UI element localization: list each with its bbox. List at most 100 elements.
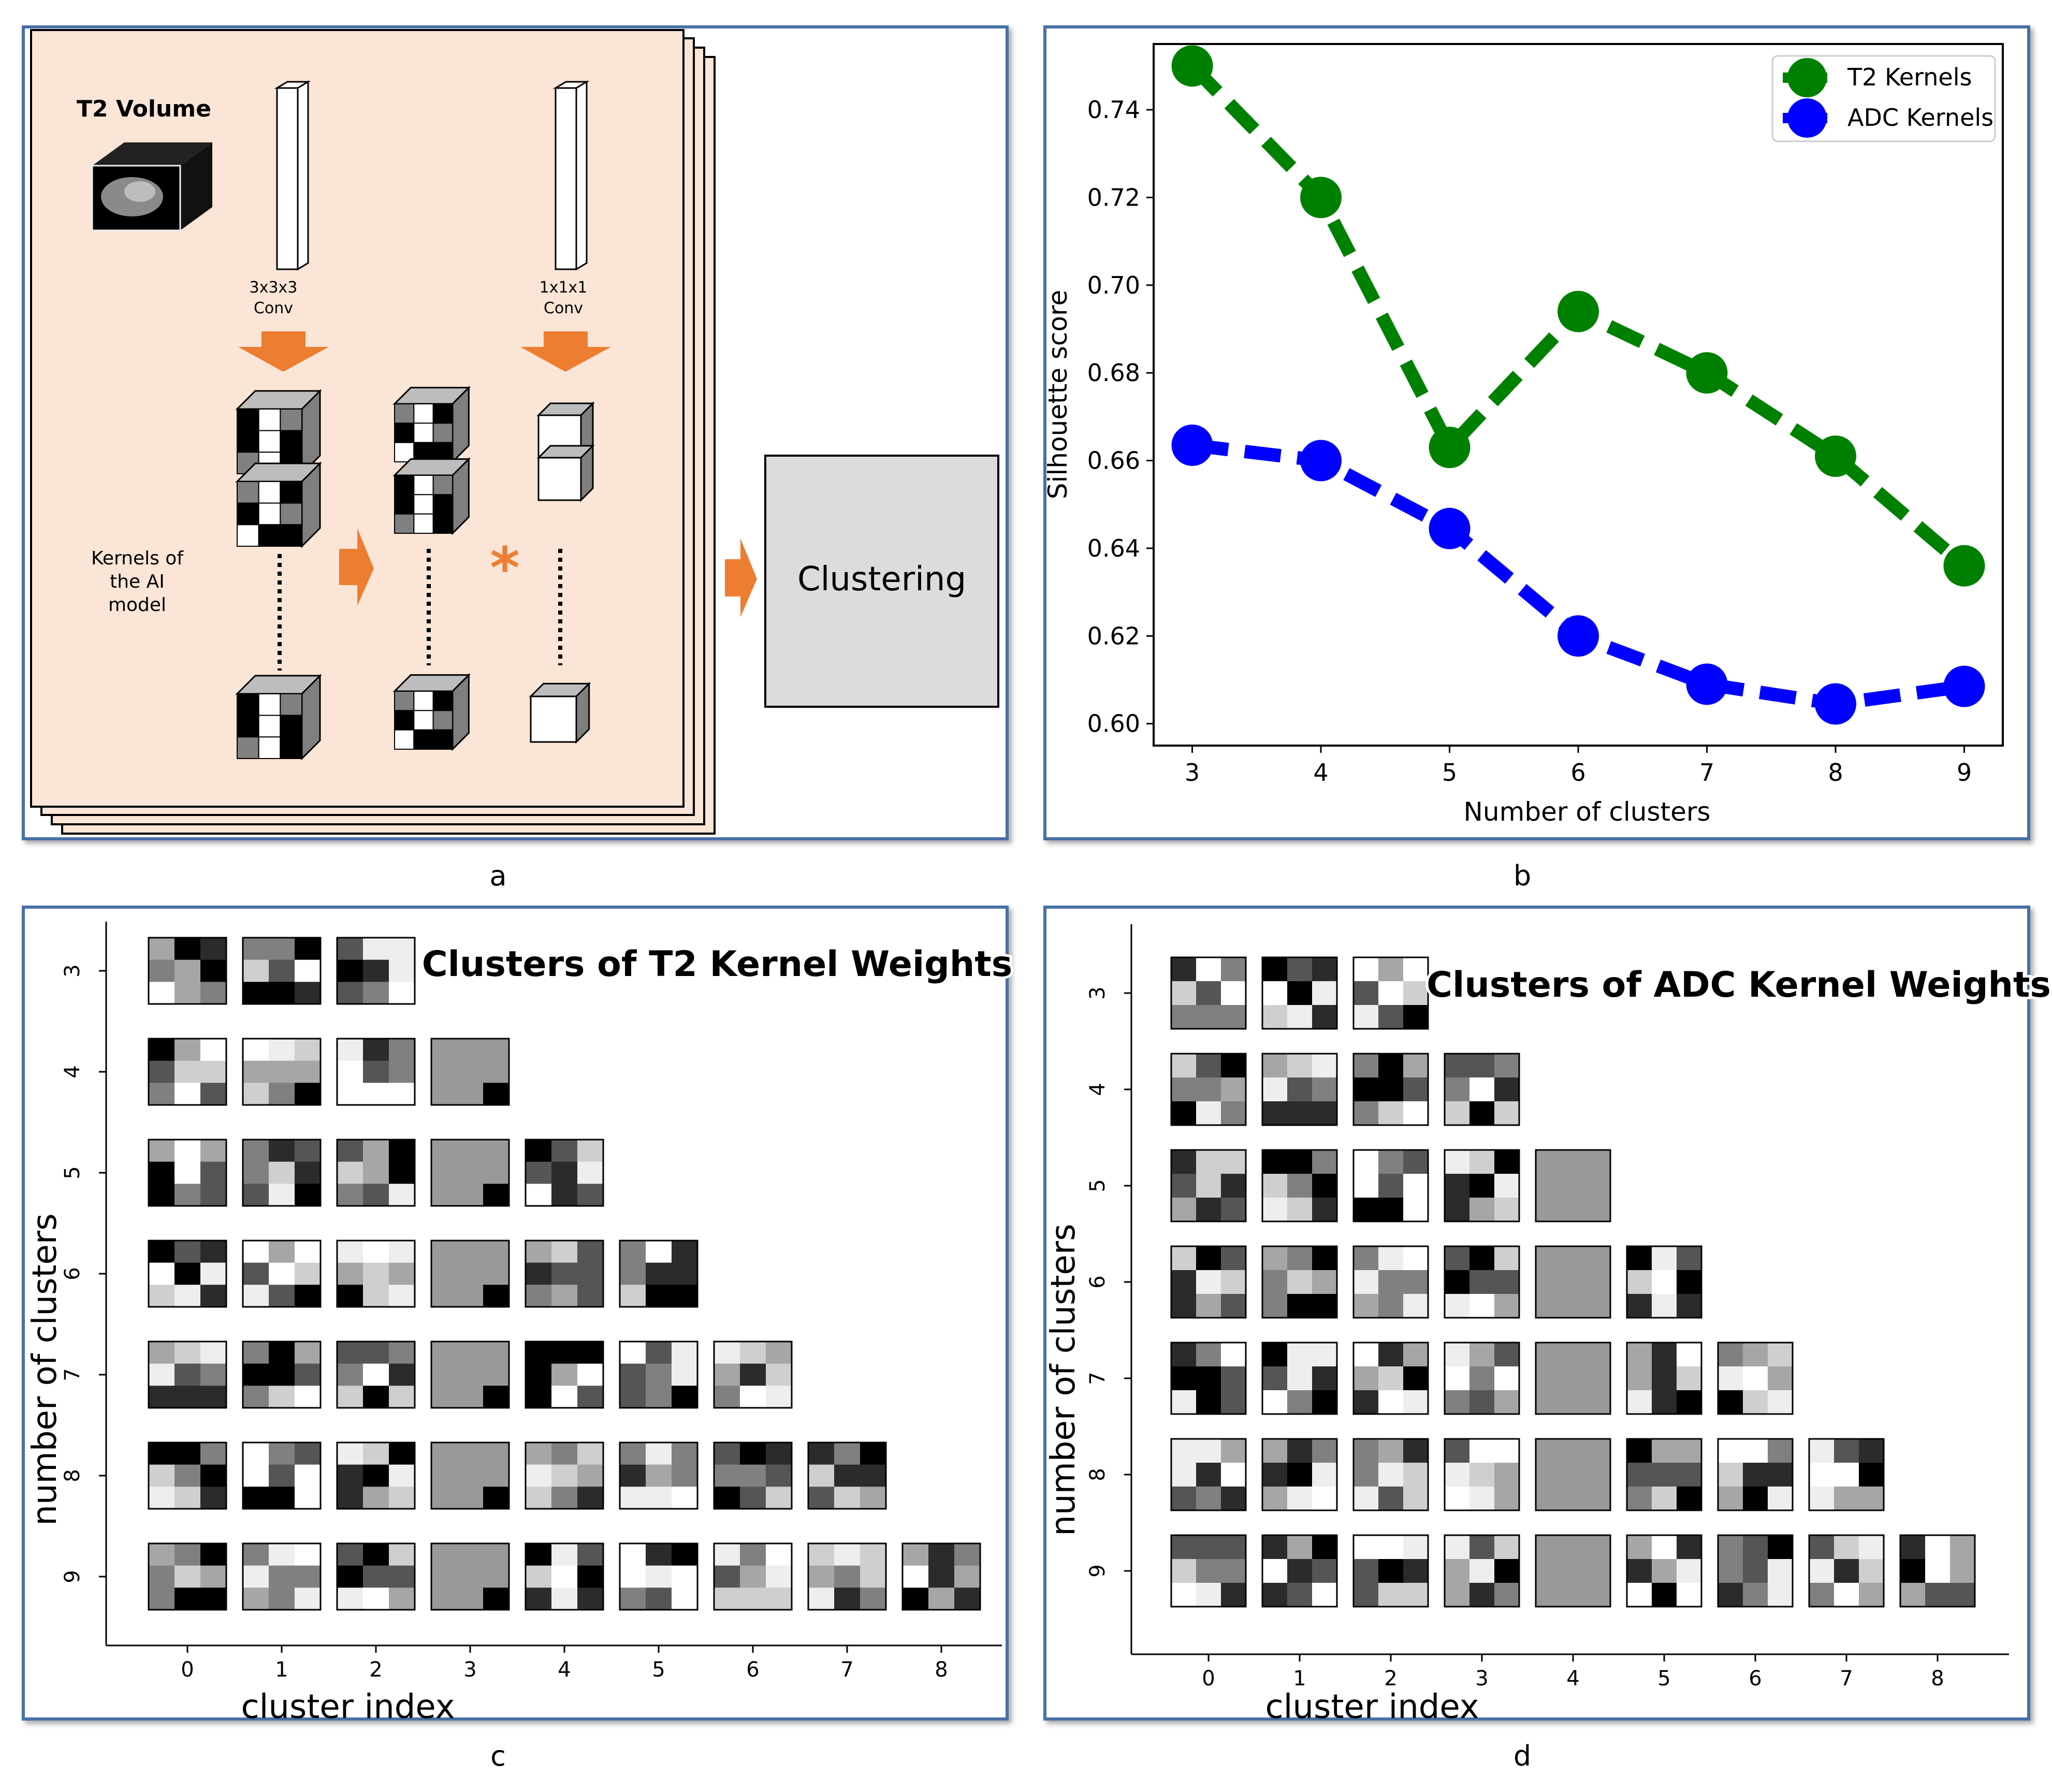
data-point bbox=[1558, 290, 1599, 332]
kernel-tile bbox=[430, 1240, 510, 1308]
kernel-tile bbox=[1352, 956, 1429, 1030]
x-tick-label: 6 bbox=[1749, 1667, 1762, 1691]
y-tick-label: 0.60 bbox=[1087, 710, 1140, 738]
data-point bbox=[1943, 665, 1985, 707]
right-arrow-icon bbox=[339, 528, 374, 606]
kernel-tile bbox=[525, 1542, 604, 1611]
kernel-tile bbox=[1170, 1053, 1247, 1126]
y-tick-label: 7 bbox=[61, 1368, 84, 1381]
kernel-tile bbox=[1261, 1342, 1338, 1415]
kernel-tile bbox=[242, 1139, 322, 1207]
y-tick-label: 9 bbox=[61, 1570, 84, 1583]
legend-marker-t2 bbox=[1787, 58, 1827, 97]
clustering-label: Clustering bbox=[797, 560, 966, 599]
kernel-tile bbox=[1899, 1534, 1976, 1608]
kernel-tile bbox=[430, 1139, 510, 1207]
kernel-tile bbox=[1808, 1438, 1885, 1511]
kernel-tile bbox=[1261, 1438, 1338, 1511]
kernels-label-line2: the AI bbox=[110, 571, 165, 592]
kernel-grid: 3 4 5 6 7 8 9 0 1 2 3 4 5 6 7 8 bbox=[61, 937, 981, 1682]
y-tick-label: 0.72 bbox=[1087, 183, 1140, 211]
kernel-tile bbox=[148, 1139, 227, 1207]
x-tick-label: 6 bbox=[1570, 759, 1585, 786]
kernel-tile bbox=[242, 1038, 322, 1106]
y-axis-label: Silhouette score bbox=[1043, 290, 1073, 499]
kernel-tile bbox=[1170, 1438, 1247, 1511]
x-axis-label: cluster index bbox=[241, 1688, 455, 1726]
conv2-label-line1: 1x1x1 bbox=[540, 279, 588, 297]
kernel-cube-icon bbox=[392, 673, 471, 751]
kernel-tile bbox=[1170, 1342, 1247, 1415]
y-tick-label: 6 bbox=[1086, 1275, 1110, 1288]
data-point bbox=[1300, 177, 1342, 218]
kernel-tile bbox=[713, 1542, 793, 1611]
x-tick-label: 7 bbox=[1840, 1667, 1853, 1691]
kernel-tile bbox=[1170, 1245, 1247, 1319]
legend-label-t2: T2 Kernels bbox=[1847, 63, 1972, 91]
y-tick-label: 0.74 bbox=[1087, 96, 1140, 124]
kernel-tile bbox=[1717, 1438, 1794, 1511]
kernel-tile bbox=[148, 1542, 227, 1611]
x-tick-label: 0 bbox=[1202, 1667, 1215, 1691]
y-tick-label: 6 bbox=[61, 1267, 84, 1280]
kernel-tile bbox=[713, 1441, 793, 1510]
kernel-tile bbox=[148, 1441, 227, 1510]
kernel-tile bbox=[242, 1441, 322, 1510]
kernel-tile bbox=[1352, 1342, 1429, 1415]
kernel-tile bbox=[1626, 1245, 1702, 1319]
kernel-tile bbox=[525, 1139, 604, 1207]
x-tick-label: 1 bbox=[1293, 1667, 1306, 1691]
kernel-tile bbox=[1444, 1438, 1520, 1511]
conv1-label-line2: Conv bbox=[254, 299, 293, 317]
kernel-tile bbox=[242, 1341, 322, 1409]
y-tick-label: 7 bbox=[1086, 1372, 1110, 1385]
conv-3x3x3-bar bbox=[274, 80, 311, 271]
x-tick-label: 4 bbox=[1566, 1667, 1579, 1691]
panel-c: 3 4 5 6 7 8 9 0 1 2 3 4 5 6 7 8 Clusters of T2 Kernel W… bbox=[22, 906, 1015, 1726]
data-point bbox=[1558, 615, 1599, 657]
kernel-tile bbox=[713, 1341, 793, 1409]
kernel-tile bbox=[1352, 1438, 1429, 1511]
x-tick-label: 5 bbox=[652, 1658, 665, 1682]
x-tick-label: 5 bbox=[1442, 759, 1457, 786]
kernel-tile bbox=[1717, 1342, 1794, 1415]
data-point bbox=[1686, 663, 1728, 705]
x-tick-label: 3 bbox=[463, 1658, 476, 1682]
kernel-tile bbox=[1352, 1149, 1429, 1222]
kernel-tile bbox=[242, 1542, 322, 1611]
kernel-tile bbox=[1444, 1053, 1520, 1126]
kernel-tile bbox=[148, 1341, 227, 1409]
kernels-label-line1: Kernels of bbox=[91, 548, 184, 569]
kernel-tile bbox=[1352, 1534, 1429, 1608]
kernel-tile bbox=[242, 1240, 322, 1308]
kernel-cube-icon bbox=[536, 444, 595, 502]
kernel-tile bbox=[619, 1542, 698, 1611]
caption-d: d bbox=[1513, 1740, 1531, 1772]
kernel-tile bbox=[1626, 1438, 1702, 1511]
panel-title: Clusters of T2 Kernel Weights bbox=[422, 944, 1013, 985]
kernel-tile bbox=[619, 1240, 698, 1308]
kernel-tile bbox=[1808, 1534, 1885, 1608]
legend-label-adc: ADC Kernels bbox=[1847, 104, 1993, 132]
kernel-tile bbox=[807, 1542, 887, 1611]
down-arrow-icon bbox=[238, 331, 329, 372]
kernels-label-line3: model bbox=[108, 594, 166, 616]
kernel-tile bbox=[807, 1441, 887, 1510]
kernel-tile bbox=[1626, 1342, 1702, 1415]
kernel-tile bbox=[1444, 1245, 1520, 1319]
y-tick-label: 0.70 bbox=[1087, 271, 1140, 299]
kernel-tile bbox=[619, 1441, 698, 1510]
kernel-tile bbox=[1717, 1534, 1794, 1608]
data-point bbox=[1429, 427, 1471, 469]
caption-a: a bbox=[489, 859, 506, 892]
kernel-cube-icon bbox=[235, 461, 322, 548]
y-tick-label: 3 bbox=[61, 964, 84, 977]
x-tick-label: 4 bbox=[1313, 759, 1328, 786]
kernel-tile bbox=[1170, 1534, 1247, 1608]
panel-d: 3 4 5 6 7 8 9 0 1 2 3 4 5 6 7 8 Clusters of ADC Kernel … bbox=[1043, 906, 2052, 1726]
right-arrow-icon bbox=[725, 538, 757, 617]
kernel-tile bbox=[619, 1341, 698, 1409]
y-axis-label: number of clusters bbox=[26, 1213, 64, 1525]
t2-volume-icon bbox=[91, 142, 212, 231]
kernel-tile bbox=[148, 937, 227, 1005]
